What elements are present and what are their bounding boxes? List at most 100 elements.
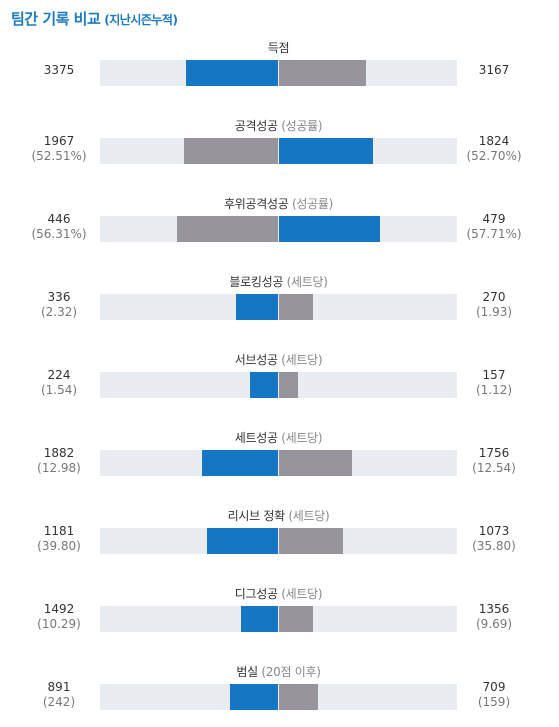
left-team-value: 891 (242) (14, 680, 104, 710)
bar-track (100, 684, 457, 710)
right-value-main: 1073 (478, 524, 510, 538)
stat-label: 공격성공 (성공률) (100, 117, 457, 133)
stat-label-note: (20점 이후) (261, 665, 321, 679)
right-value-sub: (159) (477, 695, 511, 709)
right-value-sub: (35.80) (472, 539, 516, 553)
left-team-bar (207, 528, 278, 554)
stat-label-text: 세트성공 (234, 431, 278, 445)
right-team-value: 3167 (449, 63, 539, 78)
stat-label-text: 서브성공 (234, 353, 278, 367)
right-team-bar (279, 138, 373, 164)
bar-track (100, 138, 457, 164)
stat-row-dig-success: 디그성공 (세트당) 1492 (10.29) 1356 (9.69) (0, 585, 559, 645)
bar-track (100, 372, 457, 398)
stat-label-text: 디그성공 (234, 587, 278, 601)
left-team-value: 446 (56.31%) (14, 212, 104, 242)
stat-label-note: (세트당) (288, 509, 330, 523)
right-team-bar (279, 216, 380, 242)
right-value-main: 270 (482, 290, 506, 304)
right-value-main: 1356 (478, 602, 510, 616)
right-team-value: 1824 (52.70%) (449, 134, 539, 164)
right-team-value: 1756 (12.54) (449, 446, 539, 476)
bar-track (100, 294, 457, 320)
stat-row-receive-accuracy: 리시브 정확 (세트당) 1181 (39.80) 1073 (35.80) (0, 507, 559, 567)
right-team-value: 270 (1.93) (449, 290, 539, 320)
left-value-sub: (1.54) (40, 383, 78, 397)
right-value-main: 157 (482, 368, 506, 382)
left-team-value: 1181 (39.80) (14, 524, 104, 554)
left-team-value: 224 (1.54) (14, 368, 104, 398)
stat-label: 리시브 정확 (세트당) (100, 507, 457, 523)
right-value-sub: (52.70%) (466, 149, 522, 163)
right-value-main: 3167 (478, 63, 510, 77)
bar-track (100, 450, 457, 476)
right-team-bar (279, 450, 352, 476)
left-value-sub: (2.32) (40, 305, 78, 319)
right-team-value: 1356 (9.69) (449, 602, 539, 632)
left-value-main: 1181 (43, 524, 75, 538)
left-value-sub: (52.51%) (31, 149, 87, 163)
right-value-main: 1756 (478, 446, 510, 460)
left-team-value: 1967 (52.51%) (14, 134, 104, 164)
stat-row-set-success: 세트성공 (세트당) 1882 (12.98) 1756 (12.54) (0, 429, 559, 489)
stat-label: 서브성공 (세트당) (100, 351, 457, 367)
left-value-sub: (12.98) (37, 461, 81, 475)
stat-row-errors: 범실 (20점 이후) 891 (242) 709 (159) (0, 663, 559, 723)
page-subtitle: (지난시즌누적) (104, 13, 178, 27)
right-team-value: 709 (159) (449, 680, 539, 710)
stat-row-back-attack-success: 후위공격성공 (성공률) 446 (56.31%) 479 (57.71%) (0, 195, 559, 255)
right-team-value: 157 (1.12) (449, 368, 539, 398)
right-value-sub: (12.54) (472, 461, 516, 475)
right-value-sub: (1.93) (475, 305, 513, 319)
right-team-bar (279, 372, 298, 398)
stat-row-attack-success: 공격성공 (성공률) 1967 (52.51%) 1824 (52.70%) (0, 117, 559, 177)
stat-label-text: 후위공격성공 (224, 197, 289, 211)
bar-track (100, 216, 457, 242)
right-value-sub: (9.69) (475, 617, 513, 631)
stat-label-note: (성공률) (291, 197, 333, 211)
stat-label-text: 블로킹성공 (229, 275, 284, 289)
right-value-main: 1824 (478, 134, 510, 148)
right-team-bar (279, 684, 318, 710)
stat-label-note: (세트당) (281, 587, 323, 601)
left-value-sub: (242) (42, 695, 76, 709)
right-team-bar (279, 606, 313, 632)
bar-track (100, 528, 457, 554)
stat-label: 블로킹성공 (세트당) (100, 273, 457, 289)
stat-label-text: 리시브 정확 (227, 509, 286, 523)
right-value-sub: (1.12) (475, 383, 513, 397)
left-team-bar (250, 372, 278, 398)
right-team-bar (279, 294, 313, 320)
left-team-bar (202, 450, 278, 476)
left-value-main: 224 (47, 368, 71, 382)
left-value-main: 1882 (43, 446, 75, 460)
stat-label: 디그성공 (세트당) (100, 585, 457, 601)
left-team-bar (184, 138, 278, 164)
left-value-main: 1967 (43, 134, 75, 148)
stat-label-text: 득점 (267, 41, 290, 55)
right-team-value: 479 (57.71%) (449, 212, 539, 242)
left-team-bar (230, 684, 278, 710)
stat-label-note: (세트당) (281, 353, 323, 367)
left-value-main: 336 (47, 290, 71, 304)
bar-track (100, 606, 457, 632)
stat-row-serve-success: 서브성공 (세트당) 224 (1.54) 157 (1.12) (0, 351, 559, 411)
left-value-main: 446 (47, 212, 71, 226)
left-team-value: 1492 (10.29) (14, 602, 104, 632)
left-value-sub: (56.31%) (31, 227, 87, 241)
left-team-value: 1882 (12.98) (14, 446, 104, 476)
left-value-main: 1492 (43, 602, 75, 616)
stat-label-note: (세트당) (281, 431, 323, 445)
stat-label: 후위공격성공 (성공률) (100, 195, 457, 211)
left-team-bar (236, 294, 278, 320)
right-value-main: 479 (482, 212, 506, 226)
left-team-value: 336 (2.32) (14, 290, 104, 320)
left-value-sub: (10.29) (37, 617, 81, 631)
left-value-sub: (39.80) (37, 539, 81, 553)
left-team-bar (177, 216, 278, 242)
bar-track (100, 60, 457, 86)
right-team-value: 1073 (35.80) (449, 524, 539, 554)
right-team-bar (279, 528, 343, 554)
stat-label-text: 범실 (236, 665, 258, 679)
